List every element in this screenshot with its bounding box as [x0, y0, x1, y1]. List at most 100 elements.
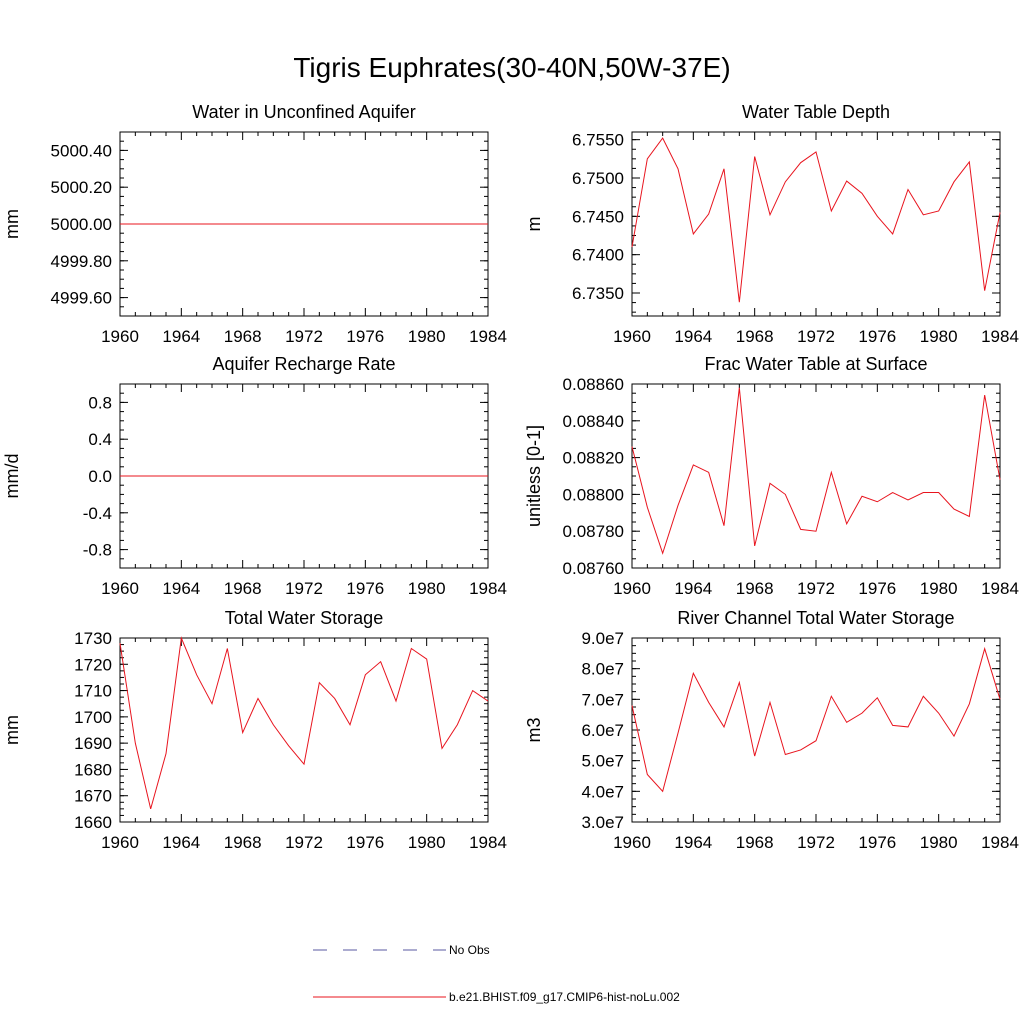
y-tick-label: 0.8 [88, 393, 112, 412]
y-axis-label: mm [2, 715, 22, 745]
x-tick-label: 1968 [224, 833, 262, 852]
series-line [631, 646, 1001, 793]
plot-frame [631, 637, 1001, 823]
y-tick-label: -0.4 [83, 504, 112, 523]
y-tick-label: 3.0e7 [581, 813, 624, 832]
y-tick-label: 5000.40 [51, 141, 112, 160]
x-tick-label: 1964 [162, 327, 200, 346]
panel-2: Water Table Depth m 1960 1964 1968 1972 1976 19… [524, 102, 1019, 346]
y-tick-label: 4.0e7 [581, 782, 624, 801]
x-tick-label: 1960 [101, 579, 139, 598]
x-tick-label: 1964 [674, 833, 712, 852]
y-tick-label: 0.0 [88, 467, 112, 486]
x-tick-label: 1976 [346, 327, 384, 346]
x-tick-label: 1976 [858, 327, 896, 346]
x-tick-label: 1968 [224, 579, 262, 598]
panel-title: River Channel Total Water Storage [677, 608, 954, 628]
x-tick-label: 1984 [469, 579, 507, 598]
x-tick-label: 1964 [674, 579, 712, 598]
y-tick-label: 5000.00 [51, 215, 112, 234]
y-tick-label: -0.8 [83, 541, 112, 560]
series-line [119, 636, 489, 809]
series-line [631, 137, 1001, 303]
x-tick-label: 1960 [101, 327, 139, 346]
x-tick-label: 1960 [613, 833, 651, 852]
panel-title: Aquifer Recharge Rate [212, 354, 395, 374]
legend: No Obs b.e21.BHIST.f09_g17.CMIP6-hist-noL… [313, 943, 680, 1004]
plot-frame [631, 383, 1001, 569]
x-tick-label: 1968 [736, 327, 774, 346]
y-tick-label: 1720 [74, 655, 112, 674]
x-tick-label: 1980 [920, 579, 958, 598]
y-tick-label: 0.08800 [563, 485, 624, 504]
y-tick-label: 1730 [74, 629, 112, 648]
y-tick-label: 1660 [74, 813, 112, 832]
x-tick-label: 1984 [469, 327, 507, 346]
x-tick-label: 1972 [285, 579, 323, 598]
panel-title: Water Table Depth [742, 102, 890, 122]
panel-1: Water in Unconfined Aquifer mm 1960 1964 196… [2, 102, 507, 346]
y-tick-label: 1710 [74, 682, 112, 701]
y-tick-label: 0.08860 [563, 375, 624, 394]
y-axis-label: m [524, 217, 544, 232]
y-tick-label: 6.7500 [572, 169, 624, 188]
y-tick-label: 6.7400 [572, 246, 624, 265]
panel-title: Frac Water Table at Surface [704, 354, 927, 374]
y-tick-label: 6.7350 [572, 284, 624, 303]
y-tick-label: 8.0e7 [581, 660, 624, 679]
x-tick-label: 1980 [920, 327, 958, 346]
x-tick-label: 1972 [285, 327, 323, 346]
y-tick-label: 1670 [74, 787, 112, 806]
y-tick-label: 6.0e7 [581, 721, 624, 740]
x-tick-label: 1968 [736, 579, 774, 598]
y-tick-label: 0.08820 [563, 449, 624, 468]
panel-4: Frac Water Table at Surface unitless [0-1… [524, 354, 1019, 598]
y-tick-label: 4999.80 [51, 252, 112, 271]
x-tick-label: 1976 [346, 579, 384, 598]
plot-frame [119, 637, 489, 823]
x-tick-label: 1972 [797, 833, 835, 852]
y-tick-label: 0.4 [88, 430, 112, 449]
y-tick-label: 5.0e7 [581, 752, 624, 771]
y-tick-label: 1700 [74, 708, 112, 727]
y-tick-label: 1690 [74, 734, 112, 753]
y-axis-label: unitless [0-1] [524, 425, 544, 527]
x-tick-label: 1980 [408, 833, 446, 852]
x-tick-label: 1960 [101, 833, 139, 852]
x-tick-label: 1976 [858, 579, 896, 598]
y-tick-label: 6.7550 [572, 131, 624, 150]
series-line [631, 387, 1001, 555]
x-tick-label: 1976 [346, 833, 384, 852]
panel-5: Total Water Storage mm 1960 1964 1968 1972 197… [2, 608, 507, 852]
y-tick-label: 6.7450 [572, 207, 624, 226]
x-tick-label: 1964 [162, 833, 200, 852]
x-tick-label: 1984 [981, 579, 1019, 598]
x-tick-label: 1976 [858, 833, 896, 852]
x-tick-label: 1972 [797, 579, 835, 598]
y-axis-label: mm [2, 209, 22, 239]
y-tick-label: 0.08780 [563, 522, 624, 541]
x-tick-label: 1972 [797, 327, 835, 346]
x-tick-label: 1960 [613, 327, 651, 346]
x-tick-label: 1964 [674, 327, 712, 346]
legend-label-2: b.e21.BHIST.f09_g17.CMIP6-hist-noLu.002 [449, 990, 680, 1004]
y-tick-label: 9.0e7 [581, 629, 624, 648]
x-tick-label: 1980 [408, 327, 446, 346]
x-tick-label: 1964 [162, 579, 200, 598]
x-tick-label: 1984 [981, 327, 1019, 346]
y-tick-label: 0.08760 [563, 559, 624, 578]
panel-title: Total Water Storage [225, 608, 383, 628]
y-tick-label: 4999.60 [51, 289, 112, 308]
legend-label-1: No Obs [449, 943, 490, 957]
x-tick-label: 1968 [736, 833, 774, 852]
x-tick-label: 1980 [920, 833, 958, 852]
x-tick-label: 1968 [224, 327, 262, 346]
figure-title: Tigris Euphrates(30-40N,50W-37E) [293, 52, 731, 83]
panel-3: Aquifer Recharge Rate mm/d 1960 1964 1968 197… [2, 354, 507, 598]
panel-6: River Channel Total Water Storage m3 1960 1… [524, 608, 1019, 852]
y-tick-label: 0.08840 [563, 412, 624, 431]
plot-frame [631, 131, 1001, 317]
y-tick-label: 1680 [74, 760, 112, 779]
x-tick-label: 1984 [469, 833, 507, 852]
